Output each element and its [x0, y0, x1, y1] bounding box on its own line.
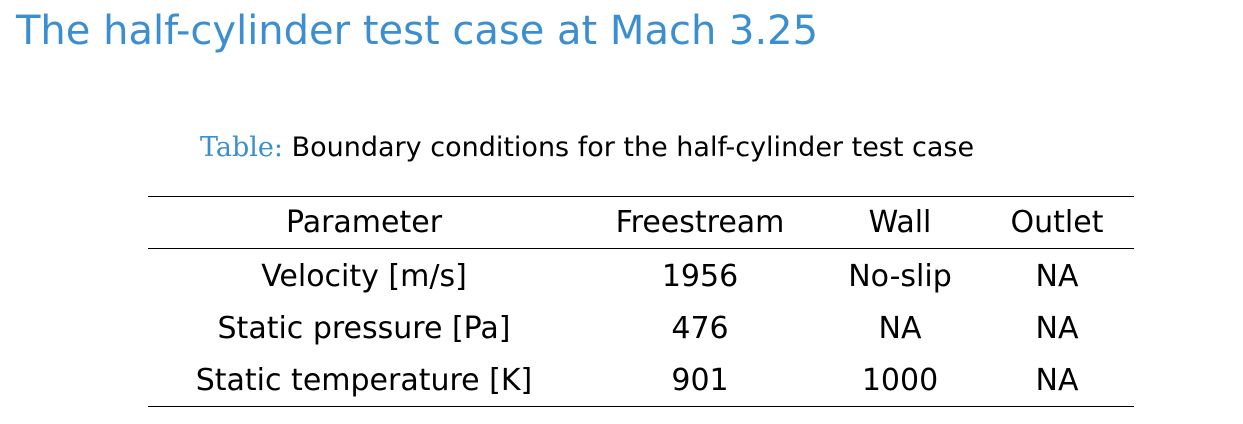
header-wall: Wall: [820, 196, 980, 249]
caption-text: Boundary conditions for the half-cylinde…: [291, 132, 975, 163]
cell-outlet: NA: [1035, 310, 1079, 346]
cell-parameter: Static pressure [Pa]: [217, 310, 511, 346]
boundary-conditions-table-container: Parameter Freestream Wall Outlet Velocit…: [148, 196, 1134, 407]
header-parameter: Parameter: [148, 196, 580, 249]
cell-freestream: 1956: [661, 258, 739, 294]
cell-parameter: Velocity [m/s]: [261, 258, 467, 294]
header-freestream: Freestream: [580, 196, 820, 249]
table-row: Static temperature [K] 901 1000 NA: [148, 354, 1134, 407]
table-row: Static pressure [Pa] 476 NA NA: [148, 302, 1134, 354]
cell-outlet: NA: [1035, 258, 1079, 294]
table-caption: Table: Boundary conditions for the half-…: [200, 130, 974, 166]
cell-parameter: Static temperature [K]: [148, 354, 580, 407]
table-row: Velocity [m/s] 1956 No-slip NA: [148, 249, 1134, 303]
table-header-row: Parameter Freestream Wall Outlet: [148, 196, 1134, 249]
cell-freestream: 901: [580, 354, 820, 407]
cell-wall: NA: [878, 310, 922, 346]
header-outlet: Outlet: [980, 196, 1134, 249]
cell-wall: No-slip: [848, 258, 952, 294]
boundary-conditions-table: Parameter Freestream Wall Outlet Velocit…: [148, 196, 1134, 407]
slide-title: The half-cylinder test case at Mach 3.25: [16, 8, 819, 54]
cell-freestream: 476: [671, 310, 729, 346]
cell-wall: 1000: [820, 354, 980, 407]
caption-label: Table:: [200, 132, 284, 163]
cell-outlet: NA: [980, 354, 1134, 407]
